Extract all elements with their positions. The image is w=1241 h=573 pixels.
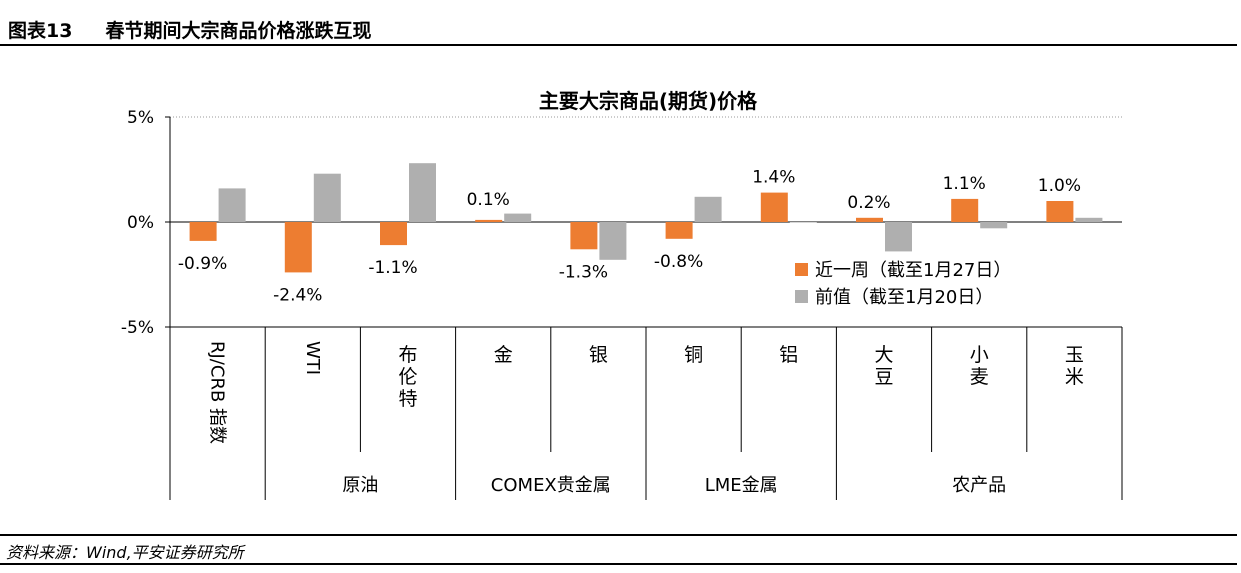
category-label: 米 <box>1065 366 1084 388</box>
category-label: 大 <box>874 344 893 366</box>
group-label: 农产品 <box>952 475 1006 496</box>
category-label: 布 <box>398 344 417 366</box>
data-label: 1.0% <box>1038 176 1081 196</box>
category-label: WTI <box>302 341 323 375</box>
group-label: 原油 <box>342 475 378 496</box>
y-tick-label: -5% <box>121 318 154 338</box>
data-label: -1.1% <box>368 258 417 278</box>
bar-previous <box>504 213 532 222</box>
category-label: 玉 <box>1065 344 1084 366</box>
category-label: 伦 <box>398 366 417 388</box>
category-label: RJ/CRB 指数 <box>207 341 228 444</box>
bar-previous <box>694 196 722 222</box>
data-label: 1.4% <box>752 168 795 188</box>
legend-label: 前值（截至1月20日） <box>815 287 993 308</box>
bar-recent <box>665 222 693 239</box>
legend-swatch <box>795 263 808 276</box>
data-label: 1.1% <box>943 174 986 194</box>
top-rule <box>0 44 1237 46</box>
category-label: 麦 <box>970 366 989 388</box>
category-label: 特 <box>398 388 417 410</box>
bottom-rule <box>0 534 1237 536</box>
category-label: 金 <box>494 344 513 366</box>
chart-title: 主要大宗商品(期货)价格 <box>539 89 758 113</box>
legend: 近一周（截至1月27日） 前值（截至1月20日） <box>795 260 1011 308</box>
group-label: COMEX贵金属 <box>491 475 611 496</box>
data-label: 0.2% <box>847 193 890 213</box>
data-label: -1.3% <box>559 262 608 282</box>
category-label: 铜 <box>684 344 703 366</box>
category-label: 小 <box>970 344 989 366</box>
data-labels: -0.9% -2.4% -1.1% 0.1% -1.3% -0.8% 1.4% 0.2% 1.1… <box>178 168 1081 306</box>
bar-recent <box>856 217 883 222</box>
data-label: -0.9% <box>178 254 227 274</box>
bar-recent <box>1046 201 1074 222</box>
bar-previous <box>1075 217 1103 222</box>
legend-label: 近一周（截至1月27日） <box>815 260 1011 281</box>
y-tick-label: 0% <box>127 213 154 233</box>
category-label: 豆 <box>874 366 893 388</box>
category-label: 铝 <box>779 344 798 366</box>
figure-header: 图表13 春节期间大宗商品价格涨跌互现 <box>0 0 1241 48</box>
bar-previous <box>599 222 627 260</box>
data-label: -2.4% <box>273 285 322 305</box>
bar-recent <box>760 192 788 222</box>
data-label: -0.8% <box>654 252 703 272</box>
group-label: LME金属 <box>705 475 778 496</box>
bar-previous <box>885 222 912 252</box>
footer-rule <box>0 563 1237 565</box>
bar-previous <box>313 173 341 222</box>
bar-previous <box>218 188 246 222</box>
bar-recent <box>189 222 217 241</box>
y-tick-label: 5% <box>127 108 154 128</box>
bar-recent <box>570 222 598 250</box>
bar-previous <box>980 222 1008 229</box>
bar-previous <box>409 163 436 222</box>
bar-recent <box>380 222 407 246</box>
bar-recent <box>951 198 979 222</box>
data-label: 0.1% <box>467 190 510 210</box>
figure-title: 图表13 春节期间大宗商品价格涨跌互现 <box>8 20 372 42</box>
bar-recent <box>284 222 312 273</box>
bar-chart: 主要大宗商品(期货)价格 5% 0% -5% -0.9% -2.4% -1.1% 0.1%… <box>121 89 1123 500</box>
source-note: 资料来源：Wind,平安证券研究所 <box>6 543 244 562</box>
bars <box>189 163 1103 273</box>
bar-recent <box>475 219 503 222</box>
category-label: 银 <box>589 344 608 366</box>
legend-swatch <box>795 290 808 303</box>
bar-previous <box>789 222 817 223</box>
